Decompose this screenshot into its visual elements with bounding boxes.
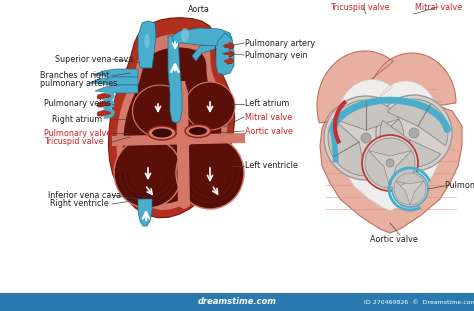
Polygon shape xyxy=(317,51,462,233)
Text: Tricuspid valve: Tricuspid valve xyxy=(330,2,390,12)
Ellipse shape xyxy=(324,96,408,180)
Ellipse shape xyxy=(189,127,207,135)
Text: Mitral valve: Mitral valve xyxy=(415,2,462,12)
Text: Left ventricle: Left ventricle xyxy=(245,161,298,170)
Polygon shape xyxy=(333,100,399,130)
Polygon shape xyxy=(117,34,228,210)
Ellipse shape xyxy=(361,133,371,143)
Ellipse shape xyxy=(114,138,182,208)
Polygon shape xyxy=(97,110,112,116)
Ellipse shape xyxy=(376,95,452,171)
Polygon shape xyxy=(366,119,404,176)
Polygon shape xyxy=(410,181,426,205)
Polygon shape xyxy=(380,120,441,167)
Polygon shape xyxy=(0,293,474,311)
Ellipse shape xyxy=(185,82,235,130)
Polygon shape xyxy=(368,138,411,156)
Text: Right ventricle: Right ventricle xyxy=(50,199,109,208)
Ellipse shape xyxy=(222,58,234,64)
Text: Pulmonary veins: Pulmonary veins xyxy=(44,100,110,109)
Text: Branches of right: Branches of right xyxy=(40,72,109,81)
Ellipse shape xyxy=(152,128,172,137)
Text: Right atrium: Right atrium xyxy=(52,114,102,123)
Ellipse shape xyxy=(409,128,419,138)
Ellipse shape xyxy=(176,137,244,209)
Polygon shape xyxy=(95,85,138,93)
Ellipse shape xyxy=(185,124,211,137)
Polygon shape xyxy=(365,151,390,188)
Text: Inferior vena cava: Inferior vena cava xyxy=(48,191,121,199)
Polygon shape xyxy=(396,173,424,184)
Polygon shape xyxy=(89,77,138,85)
Polygon shape xyxy=(123,48,221,203)
Polygon shape xyxy=(138,21,156,68)
Ellipse shape xyxy=(181,28,189,42)
Ellipse shape xyxy=(148,126,176,140)
Polygon shape xyxy=(93,69,138,77)
Polygon shape xyxy=(192,44,215,61)
Polygon shape xyxy=(109,18,235,218)
Polygon shape xyxy=(387,99,448,146)
Polygon shape xyxy=(172,28,232,46)
Ellipse shape xyxy=(222,43,234,49)
Polygon shape xyxy=(390,151,415,188)
Text: Pulmonary vein: Pulmonary vein xyxy=(245,50,308,59)
Ellipse shape xyxy=(392,171,428,207)
Polygon shape xyxy=(328,119,366,176)
Ellipse shape xyxy=(133,85,188,137)
Text: Aorta: Aorta xyxy=(188,4,210,13)
Text: Left atrium: Left atrium xyxy=(245,100,289,109)
Polygon shape xyxy=(112,133,245,146)
Polygon shape xyxy=(138,199,152,226)
Polygon shape xyxy=(394,181,410,205)
Text: pulmonary arteries: pulmonary arteries xyxy=(40,78,117,87)
Polygon shape xyxy=(97,93,112,99)
Text: ID 270469826  ©  Dreamstime.com: ID 270469826 © Dreamstime.com xyxy=(364,299,474,304)
Ellipse shape xyxy=(145,34,149,48)
Text: Pulmonary valve: Pulmonary valve xyxy=(44,128,111,137)
Text: Superior vena cava: Superior vena cava xyxy=(55,54,133,63)
Polygon shape xyxy=(168,36,182,123)
Text: Aortic valve: Aortic valve xyxy=(245,127,293,136)
Ellipse shape xyxy=(222,51,234,57)
Ellipse shape xyxy=(362,135,418,191)
Ellipse shape xyxy=(386,159,394,167)
Polygon shape xyxy=(337,80,442,211)
Text: Pulmonary artery: Pulmonary artery xyxy=(245,39,315,48)
Text: Mitral valve: Mitral valve xyxy=(245,113,292,122)
Text: Tricuspid valve: Tricuspid valve xyxy=(44,137,104,146)
Polygon shape xyxy=(97,101,112,107)
Text: Aortic valve: Aortic valve xyxy=(370,234,418,244)
Polygon shape xyxy=(216,33,234,75)
Text: dreamstime.com: dreamstime.com xyxy=(198,298,276,307)
Text: Pulmonary valve: Pulmonary valve xyxy=(445,182,474,191)
Polygon shape xyxy=(176,81,190,209)
